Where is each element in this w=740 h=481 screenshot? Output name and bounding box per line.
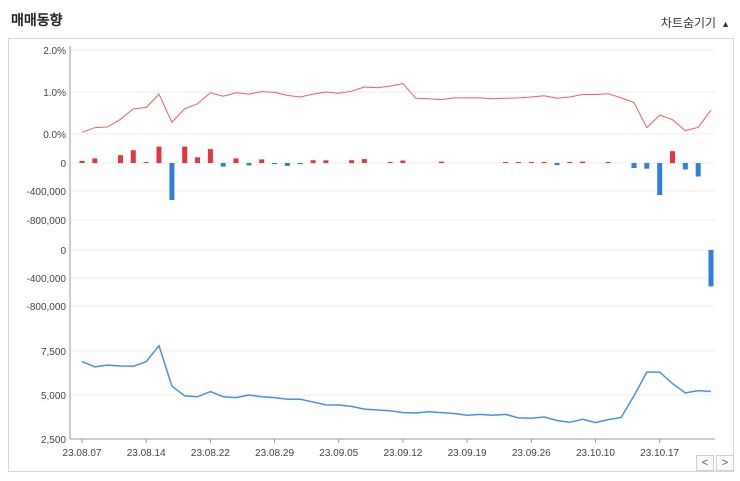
trade-bar [233, 158, 239, 163]
trade-bar [438, 161, 444, 163]
x-tick-label: 23.09.26 [512, 448, 551, 459]
x-tick-label: 23.08.22 [191, 448, 230, 459]
x-tick-label: 23.08.14 [127, 448, 166, 459]
trade-bar [554, 163, 560, 166]
trade-tick-label: -800,000 [27, 216, 67, 227]
x-tick-label: 23.08.07 [63, 448, 102, 459]
trade-bar [259, 159, 265, 163]
hide-chart-label: 차트숨기기 [660, 16, 717, 30]
price-tick-label: 2,500 [41, 435, 66, 446]
price-series-line [81, 344, 712, 424]
trade-bar [400, 160, 406, 163]
trade-tick-label: -400,000 [27, 187, 67, 198]
chart-panel [8, 38, 734, 472]
price-tick-label: 5,000 [41, 391, 66, 402]
trade-bar [644, 163, 650, 169]
trade-bar [670, 151, 675, 163]
trade-bar [182, 146, 188, 163]
rate-tick-label: 2.0% [43, 46, 66, 57]
trade-bar [515, 162, 521, 163]
trade-bar [310, 160, 316, 164]
trade-bar [156, 146, 162, 163]
x-tick-label: 23.09.12 [383, 448, 422, 459]
trade-bar [118, 155, 123, 163]
trade-bar [695, 163, 701, 177]
hide-chart-toggle[interactable]: 차트숨기기 ▲ [661, 14, 730, 31]
trade-bar [195, 157, 200, 163]
chevron-right-icon: > [721, 457, 729, 469]
trade-bar [387, 161, 393, 163]
trade-bar [220, 163, 226, 167]
trade-bar [272, 163, 278, 165]
prev-button[interactable]: < [696, 455, 714, 471]
trade-bar [130, 150, 136, 163]
x-tick-label: 23.09.19 [448, 448, 487, 459]
trade2-tick-label: 0 [60, 246, 66, 257]
trade-bar [297, 163, 303, 164]
x-tick-label: 23.08.29 [255, 448, 294, 459]
trade-bar [503, 162, 509, 163]
rate-tick-label: 0.0% [43, 130, 66, 141]
trade2-tick-label: -400,000 [27, 274, 67, 285]
triangle-up-icon: ▲ [721, 19, 730, 29]
trade-bar [682, 163, 688, 170]
trade-bar [92, 158, 98, 163]
trade-bar [169, 163, 175, 200]
trade-bar [528, 162, 534, 163]
trade-bar [246, 163, 252, 166]
page-title: 매매동향 [11, 12, 63, 28]
next-button[interactable]: > [716, 455, 734, 471]
trade-bar [361, 159, 367, 163]
chevron-left-icon: < [701, 457, 709, 469]
rate-series-line [81, 83, 712, 133]
trade-bar [567, 161, 573, 163]
trade-bar [580, 161, 586, 163]
trade-bar [284, 163, 290, 166]
rate-tick-label: 1.0% [43, 88, 66, 99]
trade-bar [323, 160, 329, 163]
price-tick-label: 7,500 [41, 347, 66, 358]
x-tick-label: 23.10.10 [576, 448, 615, 459]
x-tick-label: 23.09.05 [319, 448, 358, 459]
trade-bar [79, 160, 85, 163]
trade-bar [657, 163, 663, 196]
trade-bar [207, 149, 213, 163]
trade2-tick-label: -800,000 [27, 302, 67, 313]
trade-bar [349, 160, 355, 164]
trade-tick-label: 0 [60, 159, 66, 170]
trade2-bar [708, 250, 714, 287]
trade-bar [631, 163, 637, 168]
trade-bar [541, 162, 547, 163]
trade-bar [143, 162, 149, 163]
x-tick-label: 23.10.17 [640, 448, 679, 459]
trade-bar [605, 162, 611, 163]
